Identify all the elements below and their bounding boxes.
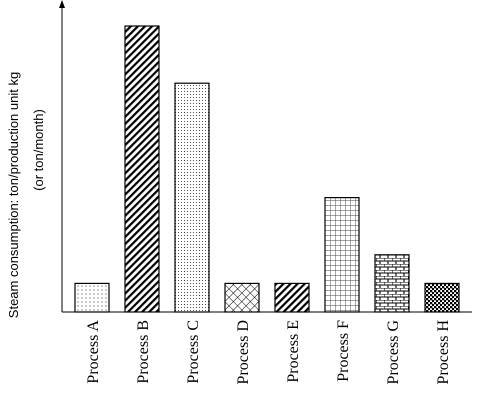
bar-process-c — [174, 82, 210, 313]
y-axis-arrow-icon — [59, 0, 65, 8]
y-axis-title-line2: (or ton/month) — [31, 109, 46, 191]
bar-process-e — [274, 282, 310, 313]
bar-process-b — [124, 25, 160, 313]
x-tick-label: Process H — [435, 320, 452, 385]
bar-process-d — [224, 282, 260, 313]
x-tick-label: Process D — [235, 320, 252, 384]
y-axis-title: Steam consumption: ton/production unit k… — [6, 72, 21, 318]
x-tick-labels: Process A Process B Process C Process D Proc… — [85, 320, 452, 385]
x-tick-label: Process B — [135, 320, 152, 384]
bar-process-f — [324, 197, 360, 313]
x-tick-label: Process E — [285, 320, 302, 383]
bar-process-h — [424, 282, 460, 313]
bar-process-a — [74, 282, 110, 313]
bars-group — [74, 25, 460, 313]
x-tick-label: Process A — [85, 320, 102, 384]
x-tick-label: Process F — [335, 320, 352, 382]
x-tick-label: Process C — [185, 320, 202, 384]
x-tick-label: Process G — [385, 320, 402, 385]
bar-process-g — [374, 254, 410, 313]
